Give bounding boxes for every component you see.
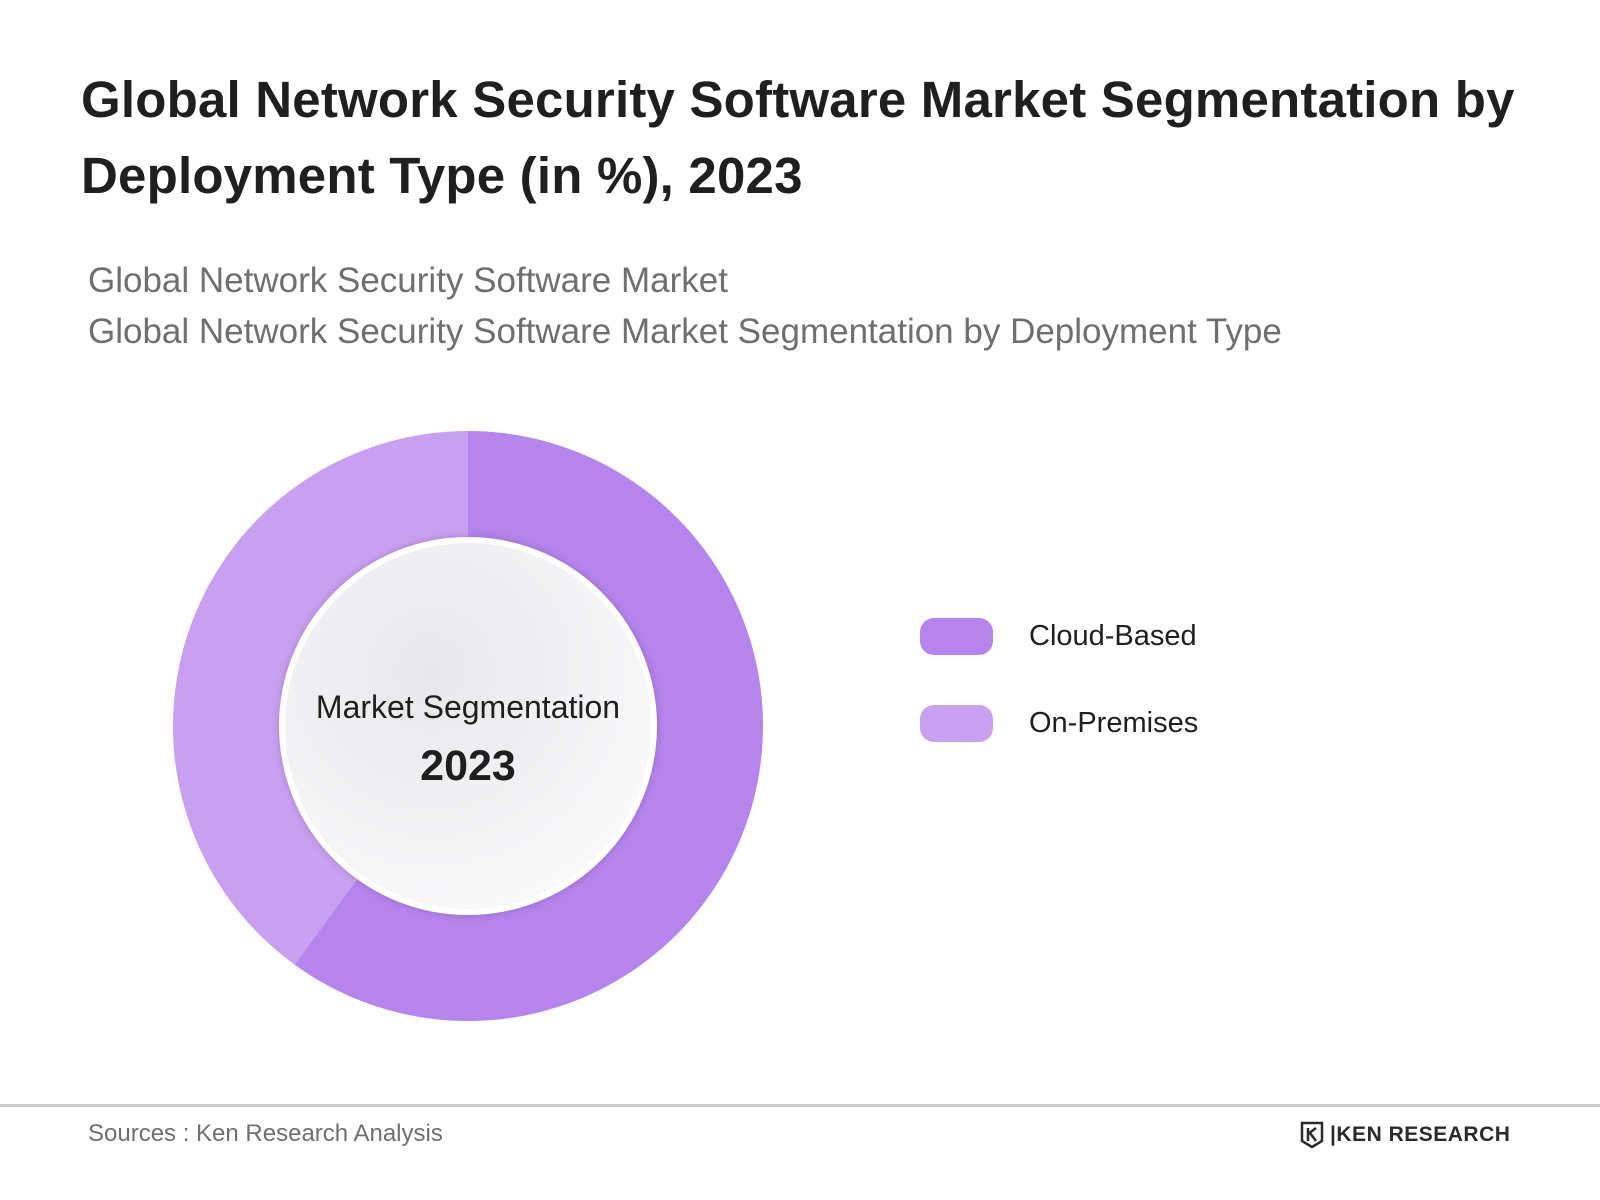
- legend-item-on-premises: On-Premises: [920, 701, 1198, 745]
- donut-center: [279, 537, 657, 915]
- subtitle-line-2: Global Network Security Software Market …: [88, 312, 1282, 351]
- brand-name: KEN RESEARCH: [1336, 1123, 1511, 1146]
- center-label-line-2: 2023: [420, 742, 516, 790]
- subtitle-line-1: Global Network Security Software Market: [88, 261, 728, 300]
- legend-item-cloud-based: Cloud-Based: [920, 614, 1198, 658]
- center-label-line-1: Market Segmentation: [316, 689, 620, 725]
- legend-label-on-premises: On-Premises: [1029, 706, 1199, 739]
- source-note: Sources : Ken Research Analysis: [88, 1120, 443, 1147]
- legend-swatch-on-premises: [920, 704, 993, 742]
- donut-slice-on-premises: [172, 431, 469, 965]
- chart-title: Global Network Security Software Market …: [81, 71, 1515, 204]
- brand-block: | KEN RESEARCH: [1300, 1121, 1510, 1149]
- chart-legend: Cloud-Based On-Premises: [920, 614, 1198, 788]
- brand-separator: |: [1330, 1123, 1337, 1146]
- subtitle-block: Global Network Security Software Market …: [88, 256, 1388, 358]
- ken-research-logo-icon: [1300, 1121, 1324, 1149]
- footer-divider: [0, 1104, 1600, 1107]
- legend-swatch-cloud-based: [920, 617, 993, 655]
- donut-slice-cloud-based: [294, 431, 763, 1021]
- donut-chart: Market Segmentation 2023: [172, 431, 763, 1021]
- donut-slices: [172, 431, 763, 1021]
- legend-label-cloud-based: Cloud-Based: [1029, 619, 1197, 652]
